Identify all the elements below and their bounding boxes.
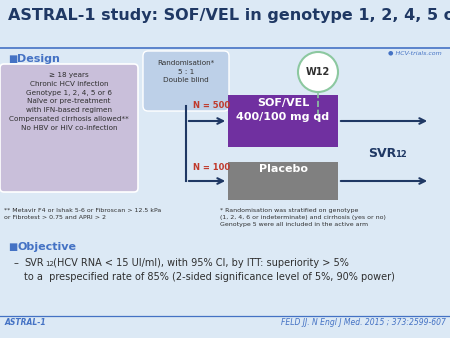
Text: Objective: Objective (17, 242, 76, 252)
Text: * Randomisation was stratified on genotype
(1, 2, 4, 6 or indeterminate) and cir: * Randomisation was stratified on genoty… (220, 208, 386, 226)
Text: Placebo: Placebo (258, 164, 307, 174)
Text: to a  prespecified rate of 85% (2-sided significance level of 5%, 90% power): to a prespecified rate of 85% (2-sided s… (24, 272, 395, 282)
Text: ● HCV-trials.com: ● HCV-trials.com (388, 50, 442, 55)
Text: Design: Design (17, 54, 60, 64)
FancyBboxPatch shape (0, 64, 138, 192)
Text: SVR: SVR (24, 258, 44, 268)
FancyBboxPatch shape (143, 51, 229, 111)
Circle shape (298, 52, 338, 92)
Text: SVR: SVR (368, 147, 396, 160)
Text: W12: W12 (306, 67, 330, 77)
Text: ASTRAL-1 study: SOF/VEL in genotype 1, 2, 4, 5 or 6: ASTRAL-1 study: SOF/VEL in genotype 1, 2… (8, 8, 450, 23)
Text: ** Metavir F4 or Ishak 5-6 or Fibroscan > 12.5 kPa
or Fibrotest > 0.75 and APRI : ** Metavir F4 or Ishak 5-6 or Fibroscan … (4, 208, 161, 220)
FancyBboxPatch shape (228, 95, 338, 147)
Text: 12: 12 (395, 150, 407, 159)
Text: Randomisation*
5 : 1
Double blind: Randomisation* 5 : 1 Double blind (158, 60, 215, 83)
Text: ■: ■ (8, 242, 17, 252)
Text: N = 500: N = 500 (193, 101, 230, 110)
Text: (HCV RNA < 15 UI/ml), with 95% CI, by ITT: superiority > 5%: (HCV RNA < 15 UI/ml), with 95% CI, by IT… (50, 258, 349, 268)
Text: SOF/VEL
400/100 mg qd: SOF/VEL 400/100 mg qd (236, 98, 329, 122)
FancyBboxPatch shape (228, 162, 338, 200)
Text: ≥ 18 years
Chronic HCV infection
Genotype 1, 2, 4, 5 or 6
Naïve or pre-treatment: ≥ 18 years Chronic HCV infection Genotyp… (9, 72, 129, 130)
Text: ■: ■ (8, 54, 17, 64)
Text: N = 100: N = 100 (193, 163, 230, 172)
Text: FELD JJ. N Engl J Med. 2015 ; 373:2599-607: FELD JJ. N Engl J Med. 2015 ; 373:2599-6… (281, 318, 446, 327)
Text: ASTRAL-1: ASTRAL-1 (4, 318, 45, 327)
Text: –: – (14, 258, 19, 268)
Text: 12: 12 (45, 261, 54, 267)
